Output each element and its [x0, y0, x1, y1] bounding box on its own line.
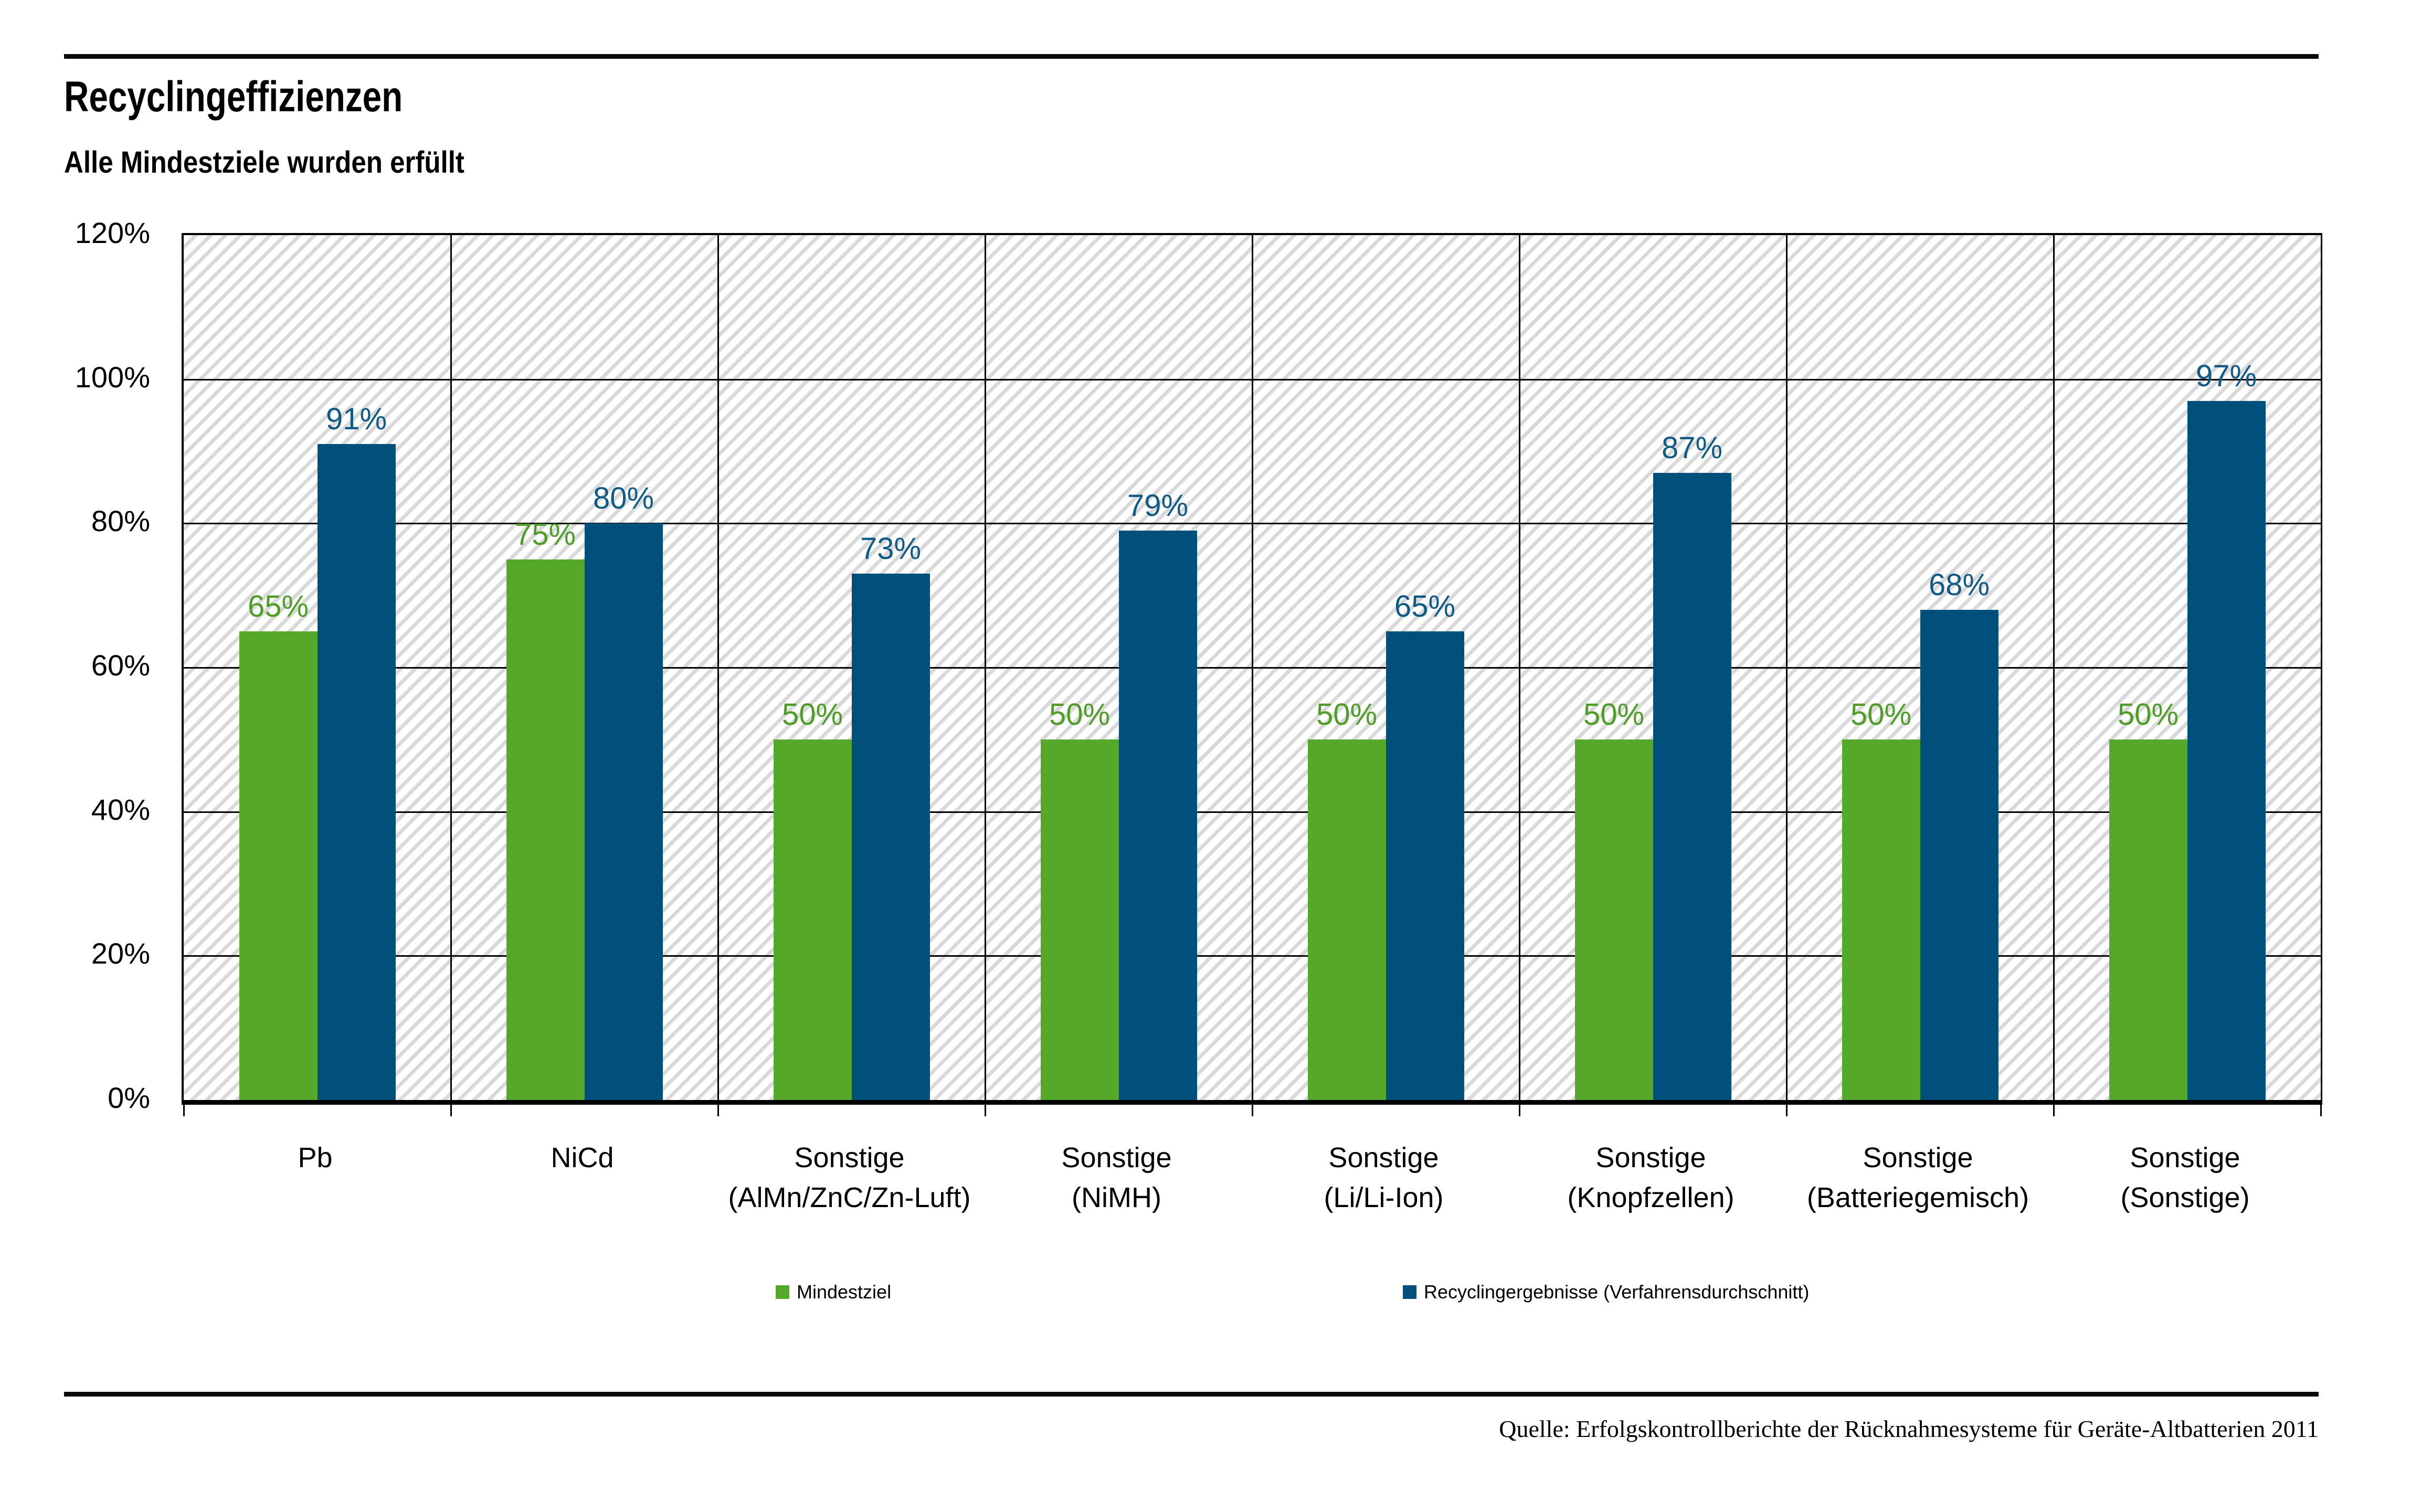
x-axis-tick [985, 1105, 986, 1116]
category-separator [1252, 235, 1253, 1100]
y-tick-label: 0% [108, 1081, 150, 1114]
x-label-line2: (Sonstige) [2120, 1182, 2250, 1213]
bar-mindestziel-sonstige [1308, 739, 1386, 1100]
bar-value-label: 50% [781, 697, 843, 732]
bar-value-label: 73% [860, 532, 922, 566]
bar-value-label: 87% [1661, 431, 1723, 465]
bar-recyclingergebnis-sonstige [2187, 401, 2266, 1100]
x-axis-tick [717, 1105, 719, 1116]
top-rule [64, 54, 2319, 59]
bar-value-label: 65% [247, 589, 309, 623]
x-category-label: Sonstige (Knopfzellen) [1517, 1138, 1784, 1218]
legend-swatch [776, 1285, 789, 1299]
bar-mindestziel-nicd [506, 559, 585, 1100]
bar-value-label: 97% [2195, 359, 2257, 393]
category-separator [985, 235, 986, 1100]
bar-mindestziel-sonstige [1041, 739, 1119, 1100]
bar-recyclingergebnis-sonstige [852, 574, 930, 1100]
bar-mindestziel-sonstige [1575, 739, 1653, 1100]
x-axis-tick [2320, 1105, 2322, 1116]
bar-value-label: 50% [1049, 697, 1111, 732]
x-label-line1: Sonstige [1595, 1142, 1706, 1173]
x-category-label: Sonstige (NiMH) [983, 1138, 1250, 1218]
bar-recyclingergebnis-sonstige [1920, 610, 1998, 1100]
legend-swatch [1403, 1285, 1416, 1299]
chart-subtitle: Alle Mindestziele wurden erfüllt [64, 145, 464, 179]
y-axis-labels: 0% 20% 40% 60% 80% 100% 120% [0, 217, 150, 1114]
bar-value-label: 65% [1394, 589, 1456, 623]
x-label-line1: NiCd [551, 1142, 614, 1173]
bar-recyclingergebnis-sonstige [1119, 531, 1197, 1100]
bar-recyclingergebnis-nicd [585, 523, 663, 1100]
y-tick-label: 80% [91, 504, 150, 538]
x-label-line1: Sonstige [2130, 1142, 2240, 1173]
legend-item-recyclingergebnisse: Recyclingergebnisse (Verfahrensdurchschn… [1403, 1281, 1809, 1304]
x-label-line1: Pb [298, 1142, 333, 1173]
category-separator [2053, 235, 2055, 1100]
x-axis-labels: Pb NiCd Sonstige (AlMn/ZnC/Zn-Luft) Sonstige… [182, 1138, 2322, 1264]
chart-title: Recyclingeffizienzen [64, 73, 403, 121]
legend-label: Mindestziel [797, 1281, 892, 1303]
plot-area: 65% 75% 50% 50% 50% 50% 50% 50% 91% 80% 73% 79% 65% 8… [182, 233, 2322, 1116]
bar-mindestziel-sonstige [2109, 739, 2187, 1100]
x-axis-tick [450, 1105, 452, 1116]
y-tick-label: 20% [91, 937, 150, 970]
x-label-line2: (NiMH) [1072, 1182, 1161, 1213]
bar-value-label: 80% [593, 481, 654, 515]
bar-value-label: 50% [1850, 697, 1912, 732]
x-label-line1: Sonstige [794, 1142, 905, 1173]
y-tick-label: 120% [75, 216, 150, 249]
bar-recyclingergebnis-pb [318, 444, 396, 1100]
bar-mindestziel-pb [239, 631, 318, 1100]
bar-recyclingergebnis-sonstige [1386, 631, 1464, 1100]
bar-value-label: 50% [1316, 697, 1378, 732]
x-category-label: Sonstige (Batteriegemisch) [1784, 1138, 2052, 1218]
bar-value-label: 50% [1583, 697, 1645, 732]
category-separator [450, 235, 452, 1100]
x-axis-tick [183, 1105, 185, 1116]
bottom-rule [64, 1392, 2319, 1397]
category-separator [1519, 235, 1520, 1100]
x-category-label: NiCd [449, 1138, 716, 1178]
bar-value-label: 79% [1127, 489, 1189, 523]
bar-recyclingergebnis-sonstige [1653, 473, 1731, 1100]
bar-value-label: 75% [514, 517, 576, 552]
bar-value-label: 91% [325, 402, 387, 436]
legend-item-mindestziel: Mindestziel [776, 1281, 891, 1304]
category-separator [1786, 235, 1788, 1100]
x-category-label: Pb [182, 1138, 449, 1178]
bar-mindestziel-sonstige [774, 739, 852, 1100]
legend: Mindestziel Recyclingergebnisse (Verfahre… [0, 1281, 2411, 1312]
x-label-line2: (AlMn/ZnC/Zn-Luft) [728, 1182, 971, 1213]
x-category-label: Sonstige (Li/Li-Ion) [1250, 1138, 1517, 1218]
x-axis-tick [1252, 1105, 1253, 1116]
bar-value-label: 68% [1928, 568, 1990, 602]
x-label-line2: (Knopfzellen) [1567, 1182, 1735, 1213]
y-tick-label: 40% [91, 792, 150, 826]
bar-mindestziel-sonstige [1842, 739, 1920, 1100]
x-label-line1: Sonstige [1061, 1142, 1172, 1173]
x-category-label: Sonstige (Sonstige) [2052, 1138, 2319, 1218]
bar-value-label: 50% [2117, 697, 2179, 732]
x-label-line2: (Li/Li-Ion) [1324, 1182, 1444, 1213]
category-separator [717, 235, 719, 1100]
y-tick-label: 100% [75, 360, 150, 394]
x-label-line1: Sonstige [1328, 1142, 1439, 1173]
x-axis-tick [2053, 1105, 2055, 1116]
x-axis-tick [1786, 1105, 1788, 1116]
x-label-line1: Sonstige [1863, 1142, 1973, 1173]
x-axis-tick [1519, 1105, 1520, 1116]
x-category-label: Sonstige (AlMn/ZnC/Zn-Luft) [716, 1138, 983, 1218]
x-label-line2: (Batteriegemisch) [1806, 1182, 2029, 1213]
y-tick-label: 60% [91, 649, 150, 682]
source-line: Quelle: Erfolgskontrollberichte der Rück… [1499, 1415, 2319, 1442]
legend-label: Recyclingergebnisse (Verfahrensdurchschn… [1424, 1281, 1810, 1303]
